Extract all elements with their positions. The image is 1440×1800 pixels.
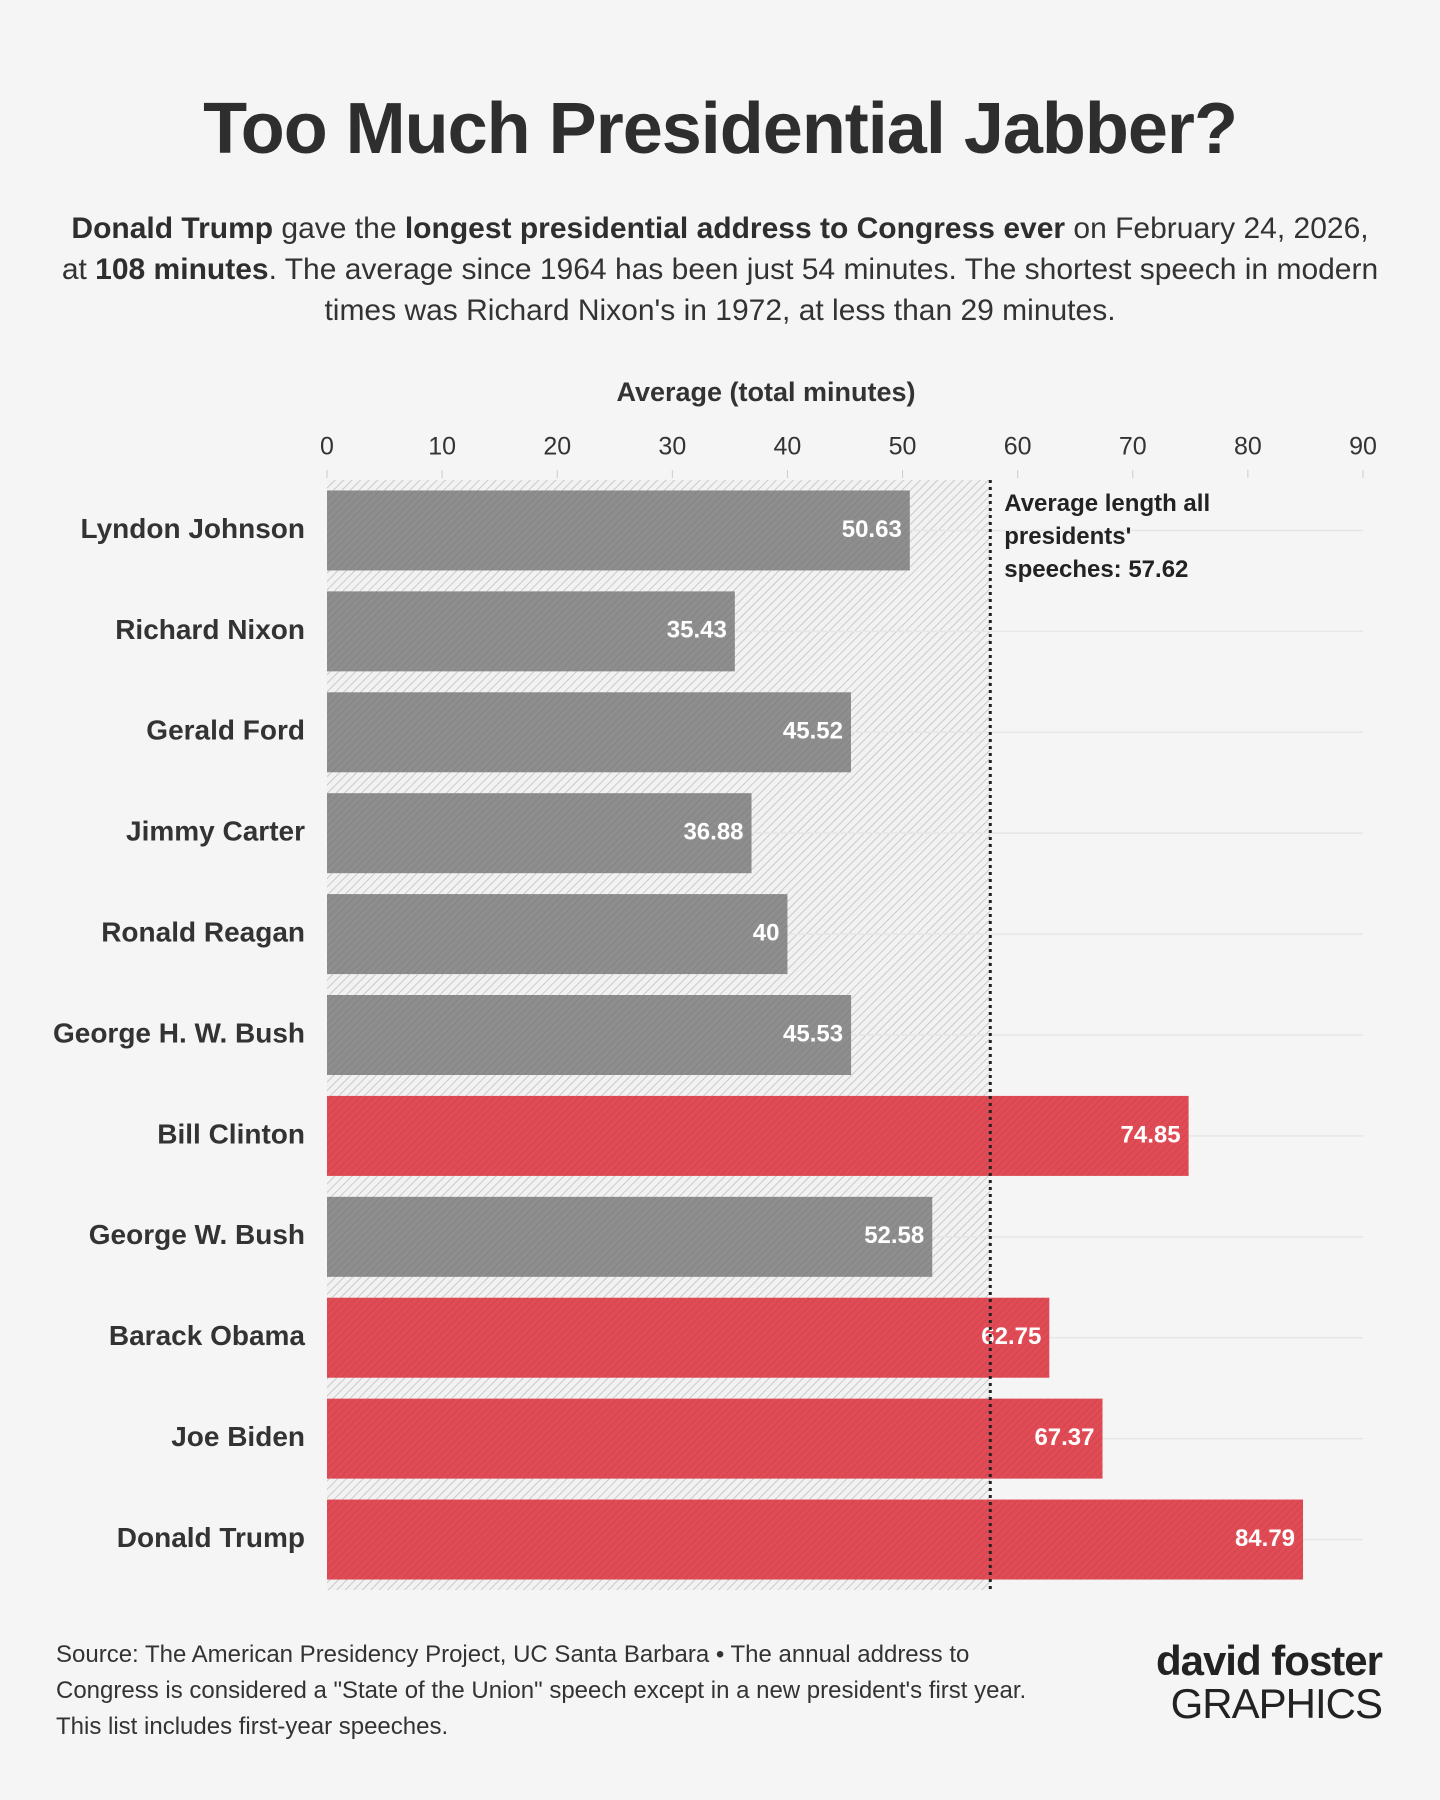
average-annotation: Average length all presidents' speeches: 5… — [1004, 490, 1210, 583]
annotation-line: Average length all — [1004, 490, 1210, 517]
y-tick-label: Richard Nixon — [115, 614, 305, 645]
subtitle: Donald Trump gave the longest presidenti… — [60, 208, 1380, 331]
bar-texture — [327, 894, 788, 975]
x-tick-label: 10 — [428, 433, 456, 461]
x-tick-label: 50 — [889, 433, 917, 461]
chart-title: Too Much Presidential Jabber? — [203, 89, 1238, 169]
bar-texture — [327, 1398, 1103, 1479]
bar-texture — [327, 692, 851, 773]
y-tick-label: Joe Biden — [171, 1421, 305, 1452]
bar-texture — [327, 1196, 933, 1277]
x-tick-label: 20 — [543, 433, 571, 461]
annotation-line: presidents' — [1004, 523, 1131, 550]
logo-line: david foster — [1155, 1637, 1383, 1684]
value-label: 45.53 — [783, 1020, 843, 1047]
source-note: Source: The American Presidency Project,… — [56, 1641, 1027, 1740]
bar-texture — [327, 995, 852, 1075]
x-tick-label: 70 — [1119, 433, 1147, 461]
subtitle-segment: on February 24, 2026, at — [61, 212, 1369, 286]
x-tick-label: 30 — [658, 433, 686, 461]
logo-line: GRAPHICS — [1170, 1680, 1383, 1727]
bar-texture — [327, 490, 910, 571]
bar-texture — [327, 793, 752, 874]
value-label: 35.43 — [667, 617, 727, 644]
x-tick-label: 80 — [1234, 433, 1262, 461]
bar-texture — [327, 1499, 1304, 1580]
y-tick-label: George H. W. Bush — [53, 1017, 305, 1048]
value-label: 36.88 — [683, 819, 743, 846]
y-tick-label: Donald Trump — [117, 1522, 305, 1553]
y-tick-label: Gerald Ford — [146, 715, 305, 746]
y-tick-label: Barack Obama — [109, 1320, 306, 1351]
x-tick-label: 60 — [1004, 433, 1032, 461]
x-axis-label: Average (total minutes) — [616, 377, 915, 407]
subtitle-segment: longest presidential address to Congress… — [404, 212, 1066, 245]
value-label: 50.63 — [842, 516, 902, 543]
bar-texture — [327, 591, 735, 672]
y-tick-label: Ronald Reagan — [101, 916, 305, 947]
annotation-line: speeches: 57.62 — [1004, 556, 1188, 583]
value-label: 84.79 — [1235, 1525, 1295, 1552]
y-tick-label: Lyndon Johnson — [81, 513, 306, 544]
y-tick-label: Bill Clinton — [157, 1118, 305, 1149]
subtitle-segment: 108 minutes — [95, 253, 269, 286]
subtitle-segment: Donald Trump — [71, 212, 274, 245]
value-label: 74.85 — [1121, 1121, 1181, 1148]
value-label: 67.37 — [1034, 1424, 1094, 1451]
value-label: 45.52 — [783, 718, 843, 745]
bar-texture — [327, 1297, 1050, 1378]
x-tick-label: 40 — [774, 433, 802, 461]
logo: david foster GRAPHICS — [1155, 1637, 1383, 1727]
value-label: 52.58 — [864, 1222, 924, 1249]
x-tick-label: 0 — [320, 433, 334, 461]
subtitle-segment: . The average since 1964 has been just 5… — [268, 253, 1379, 327]
value-label: 40 — [753, 919, 780, 946]
y-tick-label: Jimmy Carter — [126, 816, 305, 847]
x-tick-label: 90 — [1349, 433, 1377, 461]
bar-texture — [327, 1095, 1189, 1176]
y-tick-label: George W. Bush — [89, 1219, 305, 1250]
subtitle-segment: gave the — [273, 212, 405, 245]
